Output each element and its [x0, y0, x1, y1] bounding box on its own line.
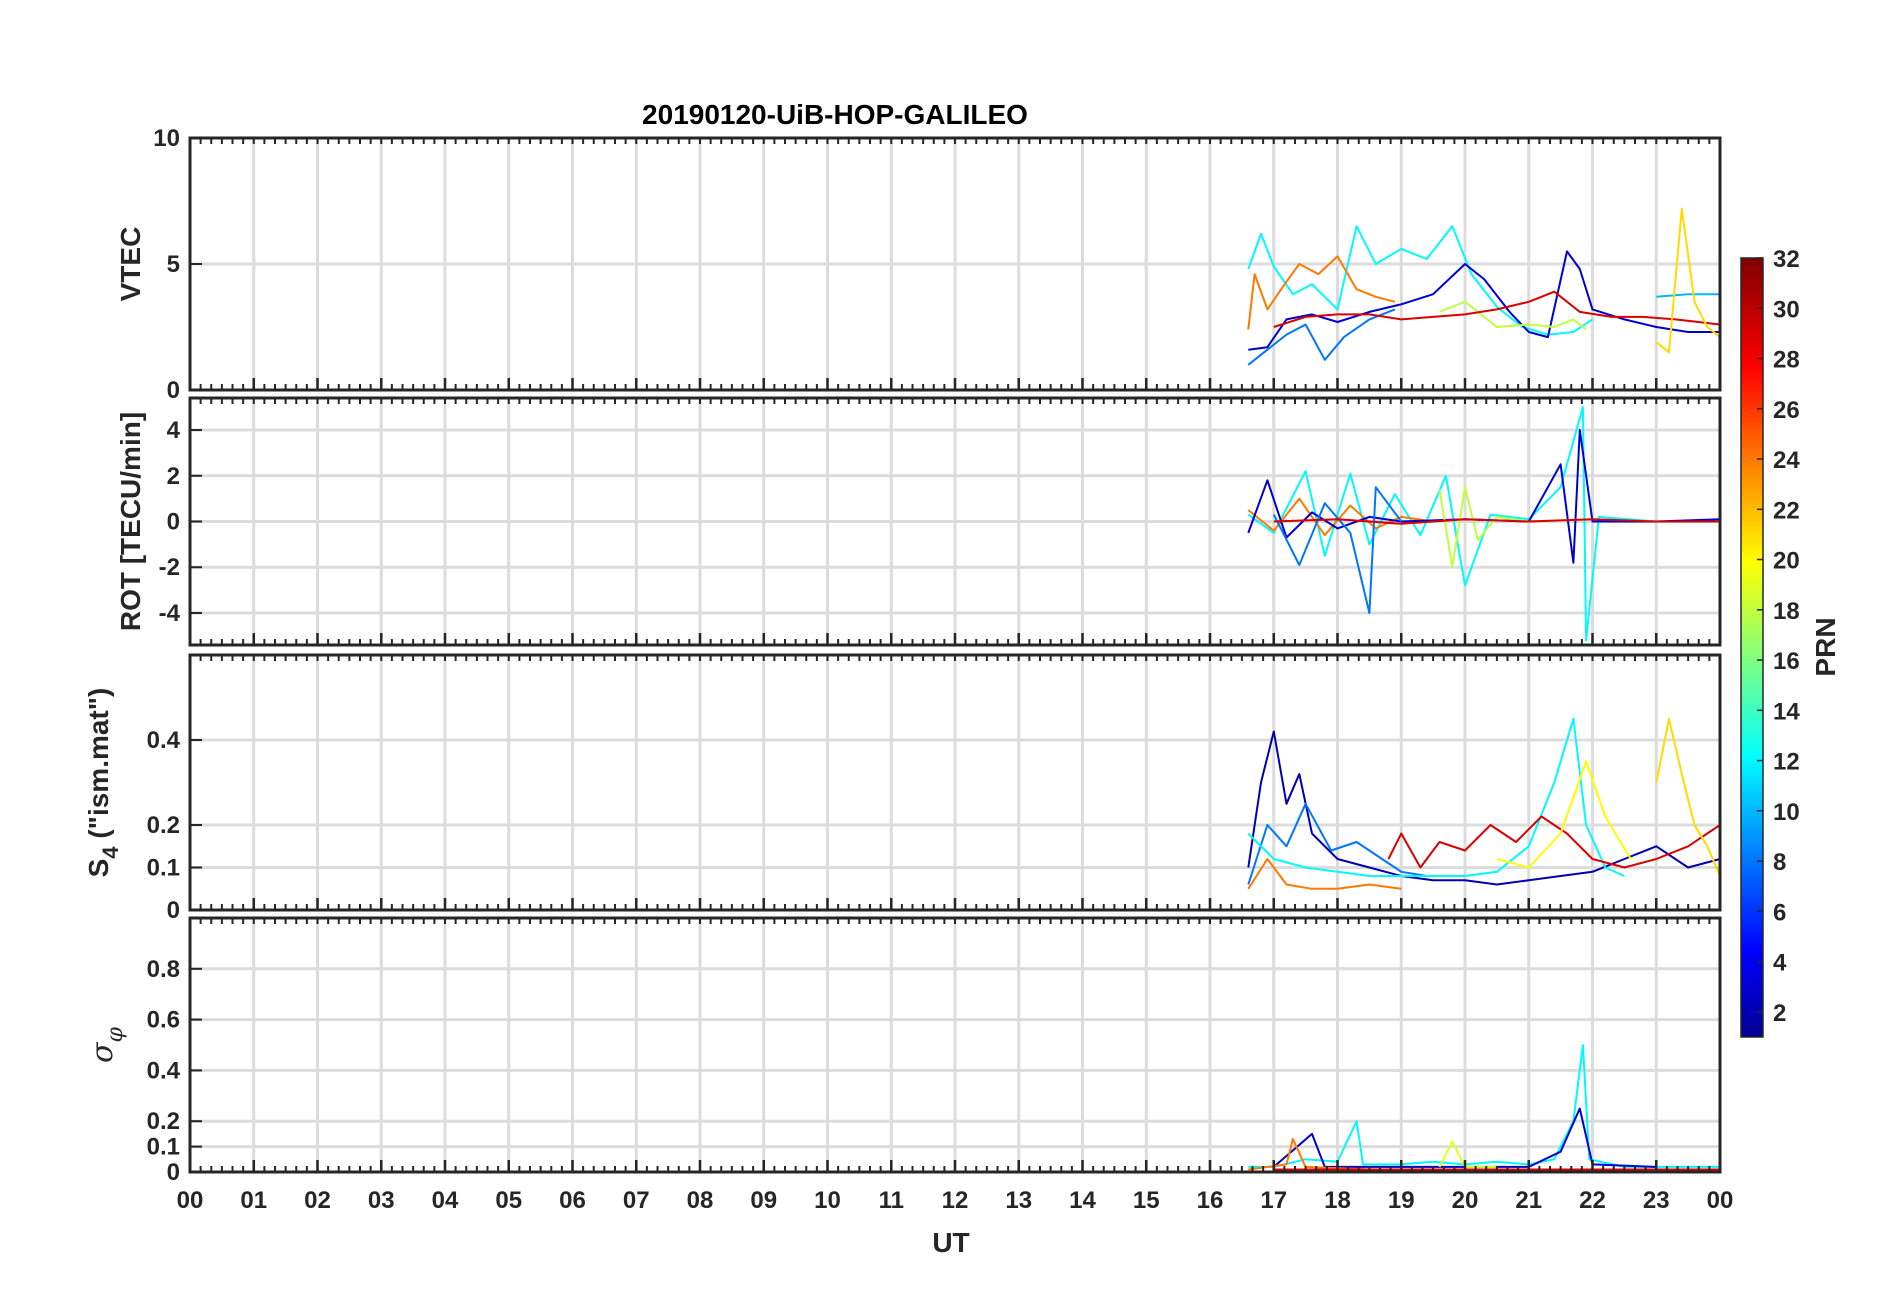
colorbar-tick-label: 24	[1773, 447, 1800, 474]
x-tick-label: 20	[1452, 1187, 1479, 1214]
x-tick-label: 06	[559, 1187, 586, 1214]
colorbar-tick-label: 2	[1773, 1000, 1786, 1027]
colorbar-tick-label: 22	[1773, 497, 1800, 524]
y-tick-label: 0.2	[147, 812, 180, 839]
series-line-prn-29	[1387, 815, 1721, 869]
x-tick-label: 22	[1579, 1187, 1606, 1214]
y-tick-label: 5	[167, 251, 180, 278]
panel-rot: -4 -2 0 2 4 ROT [TECU/min]	[115, 396, 1722, 647]
colorbar-tick-label: 18	[1773, 598, 1800, 625]
series-line-prn-8	[1247, 802, 1427, 885]
series-line-prn-2	[1247, 730, 1721, 886]
x-tick-label: 18	[1324, 1187, 1351, 1214]
x-tick-label: 23	[1643, 1187, 1670, 1214]
y-tick-label: 0	[167, 897, 180, 924]
colorbar-tick-label: 8	[1773, 849, 1786, 876]
y-tick-label: -2	[159, 554, 180, 581]
x-tick-label: 08	[687, 1187, 714, 1214]
y-axis-label-rot: ROT [TECU/min]	[115, 412, 146, 631]
x-tick-label: 16	[1197, 1187, 1224, 1214]
x-tick-label: 00	[177, 1187, 204, 1214]
x-tick-label: 02	[304, 1187, 331, 1214]
colorbar-tick-label: 14	[1773, 698, 1800, 725]
y-axis-label-sigma: σφ	[85, 1026, 128, 1062]
colorbar-tick-label: 16	[1773, 648, 1800, 675]
y-tick-label: 0.8	[147, 956, 180, 983]
chart-title: 20190120-UiB-HOP-GALILEO	[642, 99, 1028, 130]
series-line-prn-19	[1438, 1140, 1497, 1168]
y-tick-label: 10	[153, 125, 180, 152]
y-tick-label: -4	[159, 600, 181, 627]
series-line-prn-24	[1247, 497, 1434, 537]
x-tick-label: 14	[1069, 1187, 1096, 1214]
y-tick-label: 0	[167, 377, 180, 404]
y-tick-label: 0.1	[147, 855, 180, 882]
x-tick-label: 21	[1515, 1187, 1542, 1214]
series-line-prn-29	[1273, 290, 1721, 328]
x-tick-label: 07	[623, 1187, 650, 1214]
x-tick-label: 17	[1260, 1187, 1287, 1214]
x-tick-label: 10	[814, 1187, 841, 1214]
y-tick-label: 2	[167, 463, 180, 490]
colorbar-tick-label: 20	[1773, 548, 1800, 575]
series-line-prn-29	[1273, 518, 1720, 525]
y-tick-label: 0.1	[147, 1134, 180, 1161]
colorbar-tick-label: 26	[1773, 397, 1800, 424]
colorbar-tick-label: 28	[1773, 347, 1800, 374]
series-line-prn-12	[1247, 406, 1720, 642]
y-tick-label: 0.2	[147, 1108, 180, 1135]
series-line-prn-21	[1655, 717, 1721, 877]
series-line-prn-12	[1247, 717, 1625, 877]
series-line-prn-21	[1655, 207, 1721, 354]
y-tick-label: 0.6	[147, 1007, 180, 1034]
x-tick-label: 09	[750, 1187, 777, 1214]
panel-s4: 0 0.1 0.2 0.4 S4 ("ism.mat")	[83, 653, 1722, 924]
y-axis-label-vtec: VTEC	[115, 227, 146, 302]
series-line-prn-18	[1439, 300, 1587, 331]
colorbar-tick-label: 32	[1773, 246, 1800, 273]
x-tick-label: 00	[1707, 1187, 1734, 1214]
series-line-prn-8	[1272, 486, 1403, 614]
x-tick-label: 11	[879, 1187, 904, 1214]
x-tick-label: 04	[432, 1187, 459, 1214]
panel-border	[188, 653, 1722, 912]
x-tick-label: 05	[495, 1187, 522, 1214]
colorbar-tick-label: 12	[1773, 749, 1800, 776]
colorbar-tick-label: 4	[1773, 950, 1787, 977]
series-line-prn-20	[1496, 760, 1632, 869]
series-line-prn-12	[1247, 225, 1594, 336]
colorbar-gradient	[1740, 257, 1764, 1038]
x-tick-label: 03	[368, 1187, 395, 1214]
colorbar-label: PRN	[1810, 617, 1841, 676]
y-tick-label: 0.4	[147, 1057, 181, 1084]
y-tick-label: 0	[167, 1159, 180, 1186]
panel-sigma: 00.10.2 0.4 0.6 0.8 σφ	[85, 916, 1722, 1186]
colorbar-tick-label: 6	[1773, 899, 1786, 926]
x-tick-label: 12	[942, 1187, 969, 1214]
panel-vtec: 0 5 10 VTEC	[115, 125, 1722, 404]
series-line-prn-24	[1247, 255, 1396, 330]
series-line-prn-12	[1248, 1044, 1720, 1168]
y-axis-label-s4: S4 ("ism.mat")	[83, 688, 123, 878]
panel-border	[188, 916, 1722, 1174]
x-tick-label: 01	[240, 1187, 267, 1214]
y-tick-label: 0	[167, 509, 180, 536]
x-tick-label: 19	[1388, 1187, 1415, 1214]
x-axis-label: UT	[932, 1227, 969, 1258]
panel-border	[188, 396, 1722, 647]
x-tick-label: 15	[1133, 1187, 1160, 1214]
colorbar-tick-label: 30	[1773, 296, 1800, 323]
series-line-prn-8	[1247, 308, 1396, 366]
y-tick-label: 4	[167, 417, 181, 444]
colorbar-tick-label: 10	[1773, 799, 1800, 826]
panel-border	[188, 136, 1722, 392]
x-tick-label: 13	[1005, 1187, 1032, 1214]
y-tick-label: 0.4	[147, 727, 181, 754]
series-line-prn-24	[1247, 858, 1402, 890]
series-line-prn-10	[1656, 293, 1720, 298]
